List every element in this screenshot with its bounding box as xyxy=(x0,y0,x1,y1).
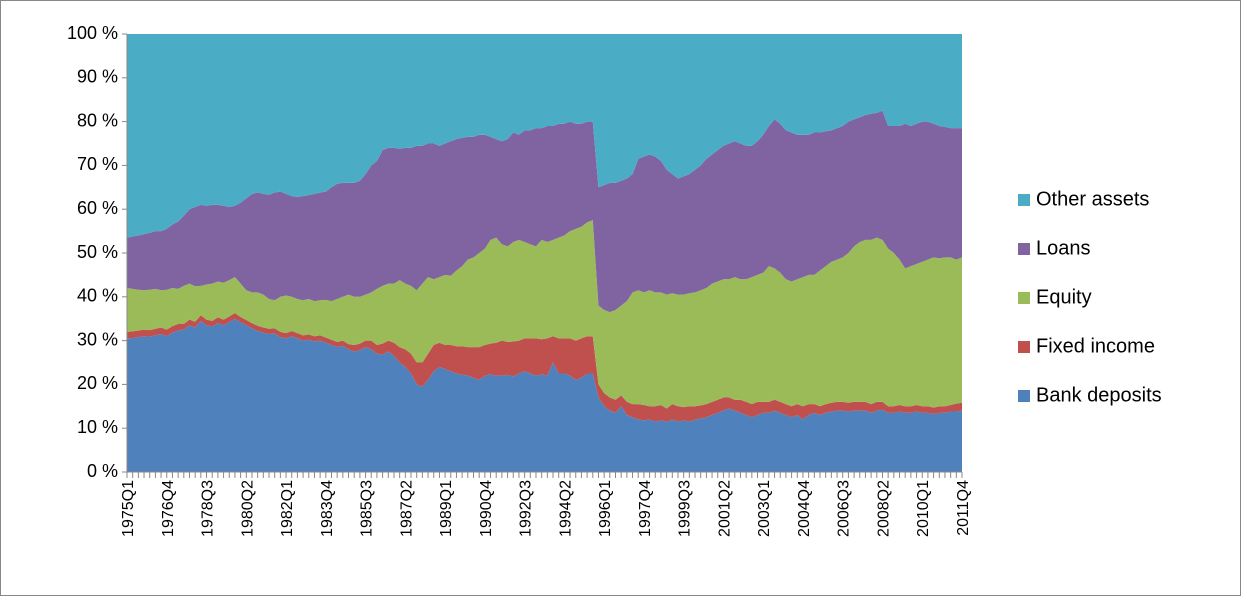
legend-swatch xyxy=(1018,194,1030,206)
x-tick-label: 2011Q4 xyxy=(955,480,972,536)
y-tick-label: 50 % xyxy=(77,242,118,262)
x-tick-label: 2008Q2 xyxy=(875,480,892,537)
y-tick-label: 90 % xyxy=(77,67,118,87)
x-tick-label: 1990Q4 xyxy=(478,480,495,537)
x-tick-label: 2004Q4 xyxy=(796,480,813,537)
x-tick-label: 1994Q2 xyxy=(557,480,574,537)
legend-label: Fixed income xyxy=(1036,335,1155,357)
y-tick-label: 70 % xyxy=(77,154,118,174)
x-tick-label: 2006Q3 xyxy=(836,480,853,537)
y-tick-label: 20 % xyxy=(77,373,118,393)
x-tick-label: 1982Q1 xyxy=(279,480,296,537)
area xyxy=(127,318,962,472)
legend-swatch xyxy=(1018,390,1030,402)
x-tick-label: 1978Q3 xyxy=(200,480,217,537)
area xyxy=(127,220,962,409)
x-tick-label: 1976Q4 xyxy=(160,480,177,537)
y-tick-label: 60 % xyxy=(77,198,118,218)
legend-label: Loans xyxy=(1036,237,1091,259)
x-tick-label: 1999Q3 xyxy=(677,480,694,537)
x-tick-label: 1985Q3 xyxy=(359,480,376,537)
y-tick-label: 100 % xyxy=(67,23,118,43)
x-tick-label: 1996Q1 xyxy=(597,480,614,537)
legend-swatch xyxy=(1018,341,1030,353)
x-tick-label: 1992Q3 xyxy=(518,480,535,537)
x-tick-label: 1989Q1 xyxy=(438,480,455,537)
x-tick-label: 2001Q2 xyxy=(716,480,733,537)
y-tick-label: 10 % xyxy=(77,417,118,437)
x-tick-label: 1997Q4 xyxy=(637,480,654,537)
y-tick-label: 0 % xyxy=(87,461,118,481)
x-tick-label: 2010Q1 xyxy=(915,480,932,537)
legend-swatch xyxy=(1018,292,1030,304)
y-tick-label: 80 % xyxy=(77,110,118,130)
legend-label: Other assets xyxy=(1036,188,1149,210)
area xyxy=(127,34,962,238)
x-tick-label: 1975Q1 xyxy=(120,480,137,537)
x-tick-label: 1983Q4 xyxy=(319,480,336,537)
y-tick-label: 30 % xyxy=(77,329,118,349)
legend-label: Equity xyxy=(1036,286,1092,308)
x-tick-label: 1987Q2 xyxy=(398,480,415,537)
legend-swatch xyxy=(1018,243,1030,255)
x-tick-label: 1980Q2 xyxy=(239,480,256,537)
area xyxy=(127,110,962,313)
legend-label: Bank deposits xyxy=(1036,384,1162,406)
x-tick-label: 2003Q1 xyxy=(756,480,773,537)
area xyxy=(127,313,962,422)
y-tick-label: 40 % xyxy=(77,286,118,306)
